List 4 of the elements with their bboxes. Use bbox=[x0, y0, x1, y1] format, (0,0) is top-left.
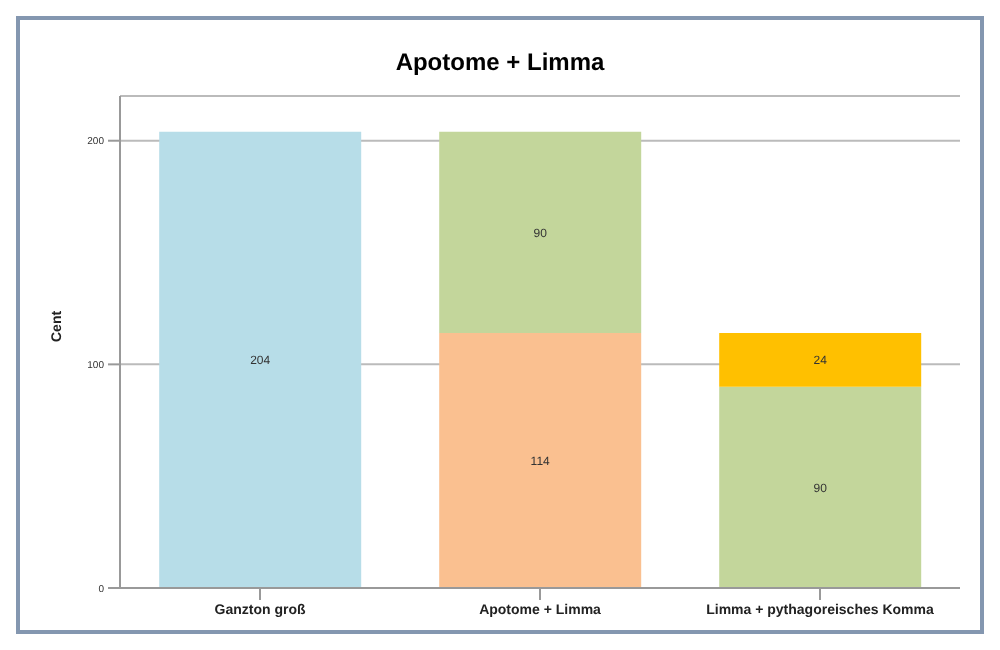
bar bbox=[159, 131, 362, 588]
chart-title: Apotome + Limma bbox=[393, 48, 607, 76]
bar bbox=[719, 333, 922, 387]
bar bbox=[439, 333, 642, 588]
